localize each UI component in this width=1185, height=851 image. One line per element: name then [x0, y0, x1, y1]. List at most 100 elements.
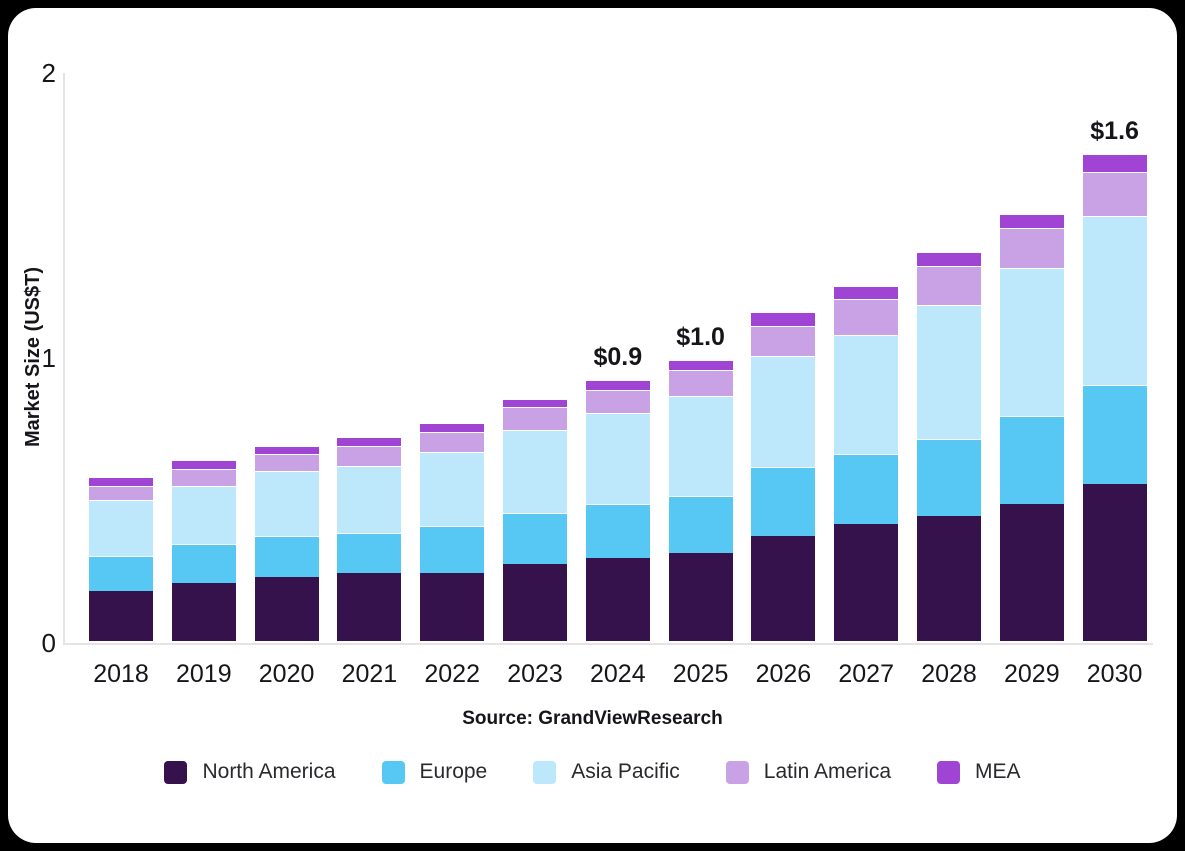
segment-europe [420, 525, 485, 573]
segment-latin-america [503, 407, 567, 431]
segment-north-america [917, 515, 981, 641]
segment-asia-pacific [834, 334, 899, 455]
segment-mea [1082, 153, 1147, 173]
segment-mea [668, 360, 733, 371]
source-note: Source: GrandViewResearch [462, 708, 723, 729]
legend-label: Europe [419, 760, 488, 783]
x-tick-2029: 2029 [1003, 660, 1060, 688]
y-tick-1: 1 [41, 343, 56, 373]
segment-mea [171, 460, 236, 469]
x-tick-2023: 2023 [507, 660, 563, 688]
segment-asia-pacific [917, 304, 981, 439]
segment-north-america [1082, 484, 1147, 641]
segment-europe [834, 454, 899, 525]
legend-swatch-icon [533, 760, 557, 784]
legend-item-latin-america: Latin America [725, 760, 892, 784]
x-tick-2028: 2028 [921, 660, 977, 688]
x-tick-2020: 2020 [258, 660, 315, 688]
segment-north-america [751, 535, 816, 641]
stacked-bar-2019 [171, 460, 236, 641]
x-axis-line [63, 643, 1153, 645]
legend-item-asia-pacific: Asia Pacific [533, 760, 680, 784]
legend-label: Latin America [763, 760, 892, 783]
segment-asia-pacific [337, 465, 402, 533]
legend: North America Europe Asia Pacific Latin Ame… [8, 760, 1177, 784]
segment-asia-pacific [171, 485, 236, 545]
stacked-bar-2025 [668, 360, 733, 641]
segment-asia-pacific [585, 413, 650, 505]
segment-mea [834, 286, 899, 300]
segment-north-america [503, 564, 567, 641]
segment-north-america [834, 524, 899, 641]
x-tick-2019: 2019 [175, 660, 232, 688]
segment-mea [337, 437, 402, 446]
legend-item-north-america: North America [164, 760, 336, 784]
segment-mea [503, 398, 567, 408]
segment-mea [999, 213, 1064, 228]
segment-asia-pacific [89, 499, 153, 556]
segment-mea [89, 477, 153, 486]
segment-asia-pacific [999, 267, 1064, 416]
segment-europe [585, 504, 650, 559]
segment-latin-america [751, 326, 816, 357]
segment-latin-america [420, 431, 485, 452]
segment-latin-america [999, 227, 1064, 268]
legend-item-europe: Europe [381, 760, 488, 784]
segment-latin-america [171, 468, 236, 486]
segment-europe [1082, 384, 1147, 485]
y-tick-2: 2 [41, 58, 56, 88]
y-axis-line [63, 73, 65, 643]
segment-mea [254, 445, 319, 455]
stacked-bar-2029 [999, 213, 1064, 641]
segment-north-america [254, 576, 319, 641]
legend-label: MEA [975, 760, 1021, 783]
stacked-bar-2018 [89, 477, 153, 641]
plot-area: $0.9 $1.0 $1.6 [63, 73, 1153, 645]
segment-europe [999, 415, 1064, 505]
segment-europe [917, 438, 981, 516]
x-tick-2030: 2030 [1086, 660, 1143, 688]
segment-north-america [89, 591, 153, 641]
x-tick-2021: 2021 [341, 660, 398, 688]
segment-mea [585, 380, 650, 391]
value-annotation-2025: $1.0 [676, 323, 725, 352]
segment-europe [668, 495, 733, 553]
legend-swatch-icon [937, 760, 961, 784]
segment-asia-pacific [420, 451, 485, 526]
segment-latin-america [668, 370, 733, 396]
segment-europe [503, 512, 567, 565]
segment-latin-america [585, 390, 650, 414]
segment-latin-america [337, 445, 402, 466]
segment-latin-america [834, 299, 899, 335]
legend-item-mea: MEA [937, 760, 1021, 784]
segment-north-america [999, 504, 1064, 641]
segment-asia-pacific [254, 471, 319, 536]
stacked-bar-2027 [834, 286, 899, 641]
segment-mea [420, 423, 485, 432]
x-tick-2027: 2027 [838, 660, 894, 688]
x-tick-2025: 2025 [672, 660, 729, 688]
segment-north-america [420, 572, 485, 641]
y-tick-0: 0 [41, 628, 56, 658]
segment-north-america [337, 572, 402, 641]
segment-europe [751, 467, 816, 536]
segment-asia-pacific [668, 395, 733, 496]
segment-north-america [668, 552, 733, 641]
stacked-bar-2028 [917, 252, 981, 641]
segment-mea [751, 311, 816, 327]
segment-europe [89, 555, 153, 592]
segment-mea [917, 252, 981, 267]
value-annotation-2030: $1.6 [1090, 116, 1139, 145]
legend-label: Asia Pacific [571, 760, 680, 783]
legend-label: North America [202, 760, 336, 783]
stacked-bar-2026 [751, 311, 816, 641]
segment-latin-america [917, 266, 981, 305]
x-tick-2024: 2024 [589, 660, 646, 688]
legend-swatch-icon [164, 760, 188, 784]
value-annotation-2024: $0.9 [593, 343, 643, 372]
segment-north-america [585, 558, 650, 641]
stacked-bar-2023 [503, 398, 567, 641]
segment-asia-pacific [503, 430, 567, 513]
stacked-bar-2024 [585, 380, 650, 641]
stacked-bar-2020 [254, 445, 319, 641]
